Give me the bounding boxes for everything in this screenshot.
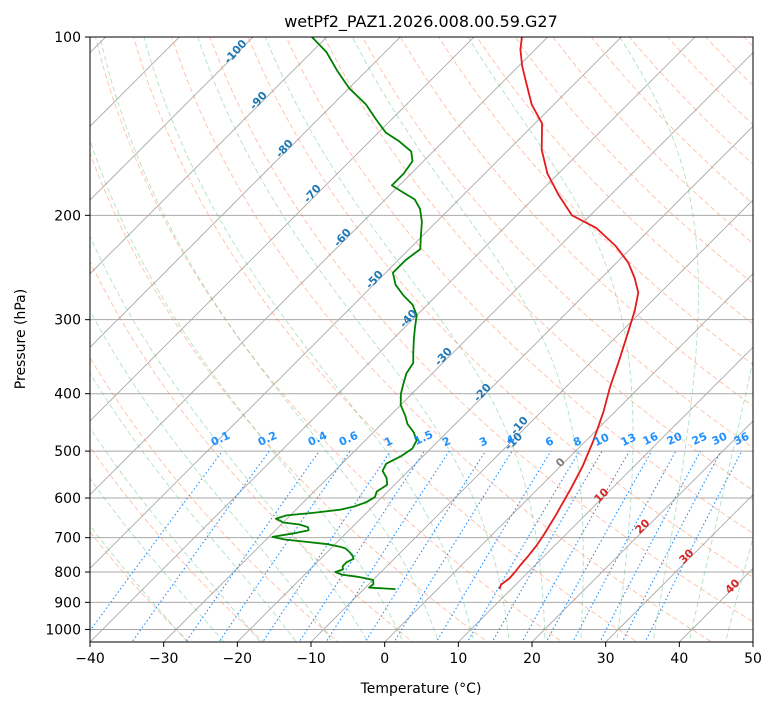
mixing-ratio-line <box>298 450 425 642</box>
dry-adiabat-line <box>95 37 564 642</box>
mixing-ratio-label: 13 <box>619 431 638 449</box>
mixing-ratio-line <box>131 450 270 642</box>
moist-adiabat-line <box>90 524 188 642</box>
dry-adiabat-line <box>90 151 489 642</box>
y-tick-label: 500 <box>54 444 81 460</box>
x-tick-label: 20 <box>523 651 541 667</box>
mixing-ratio-label: 16 <box>641 430 661 448</box>
x-tick-label: 0 <box>380 651 389 667</box>
isotherm-line <box>457 346 753 642</box>
dry-adiabat-line <box>90 260 414 642</box>
y-axis-label: Pressure (hPa) <box>13 289 29 389</box>
dry-adiabat-line <box>514 37 753 285</box>
mixing-ratio-line <box>466 450 580 642</box>
isotherm-line <box>90 37 402 349</box>
mixing-ratio-line <box>491 450 603 642</box>
isotherm-line <box>384 273 753 642</box>
x-tick-label: −20 <box>223 651 253 667</box>
isotherm-line <box>90 37 328 275</box>
y-tick-label: 400 <box>54 387 81 403</box>
moist-adiabat-line <box>725 536 753 642</box>
chart-title: wetPf2_PAZ1.2026.008.00.59.G27 <box>284 12 558 32</box>
plot-background <box>90 37 753 642</box>
dry-adiabat-line <box>133 37 638 642</box>
moist-adiabat-line <box>619 37 699 642</box>
mixing-ratio-line <box>644 450 743 642</box>
moist-adiabat-line <box>143 37 475 642</box>
dewpoint-profile-line <box>271 37 423 590</box>
plot-frame <box>89 36 754 643</box>
x-tick-label: −30 <box>149 651 179 667</box>
dry-adiabat-line <box>400 37 753 407</box>
x-tick-label: 10 <box>449 651 467 667</box>
isotherm-line <box>310 199 753 642</box>
moist-adiabat-line <box>352 37 584 642</box>
moist-adiabat-line <box>99 37 439 642</box>
dry-adiabat-line <box>285 37 753 534</box>
y-tick-label: 800 <box>54 565 81 581</box>
mixing-ratio-line <box>262 450 392 642</box>
isotherm-line <box>163 52 753 642</box>
y-tick-label: 600 <box>54 491 81 507</box>
mixing-ratio-label: 25 <box>690 430 709 448</box>
isotherm-line <box>531 420 753 642</box>
temperature-profile-line <box>498 37 640 590</box>
x-tick-label: 40 <box>670 651 688 667</box>
isotherm-line <box>90 37 549 496</box>
mixing-ratio-line <box>218 450 351 642</box>
x-tick-label: 50 <box>744 651 762 667</box>
moist-adiabat-line <box>197 37 510 642</box>
dry-adiabat-line <box>209 37 753 623</box>
x-tick-label: 30 <box>597 651 615 667</box>
moist-adiabat-line <box>90 372 297 642</box>
isotherm-line <box>236 125 753 642</box>
y-tick-label: 300 <box>54 313 81 329</box>
moist-adiabat-line <box>90 477 225 642</box>
moist-adiabat-line <box>264 37 546 642</box>
x-tick-label: −40 <box>75 651 105 667</box>
dry-adiabat-line <box>438 37 753 366</box>
x-tick-label: −10 <box>296 651 326 667</box>
moist-adiabat-line <box>688 358 753 642</box>
dry-adiabat-line <box>171 37 713 642</box>
y-tick-label: 700 <box>54 531 81 547</box>
mixing-ratio-line <box>325 450 450 642</box>
mixing-ratio-line <box>545 450 653 642</box>
y-tick-label: 1000 <box>45 622 81 638</box>
mixing-ratio-line <box>435 450 552 642</box>
dry-adiabat-line <box>590 37 753 205</box>
mixing-ratio-label: 36 <box>732 430 752 448</box>
dry-adiabat-line <box>90 356 339 642</box>
mixing-ratio-label: 30 <box>710 430 730 448</box>
isotherm-line <box>90 37 696 642</box>
y-tick-label: 900 <box>54 595 81 611</box>
x-axis-label: Temperature (°C) <box>360 681 482 697</box>
mixing-ratio-label: 20 <box>665 430 685 448</box>
mixing-ratio-line <box>185 450 320 642</box>
y-tick-label: 200 <box>54 208 81 224</box>
moist-adiabat-line <box>90 138 404 642</box>
isotherm-line <box>90 37 623 569</box>
dry-adiabat-line <box>769 24 775 654</box>
dry-adiabat-line <box>552 37 753 245</box>
y-tick-label: 100 <box>54 30 81 46</box>
moist-adiabat-line <box>90 309 333 642</box>
moist-adiabat-line <box>90 235 369 642</box>
isotherm-line <box>90 37 254 201</box>
dry-adiabat-line <box>362 37 753 449</box>
moist-adiabat-line <box>90 427 261 642</box>
moist-adiabat-line <box>467 37 634 642</box>
isotherm-line <box>605 493 753 642</box>
dry-adiabat-line <box>323 37 753 491</box>
mixing-ratio-label: 10 <box>592 431 612 449</box>
dry-adiabat-line <box>247 37 753 578</box>
